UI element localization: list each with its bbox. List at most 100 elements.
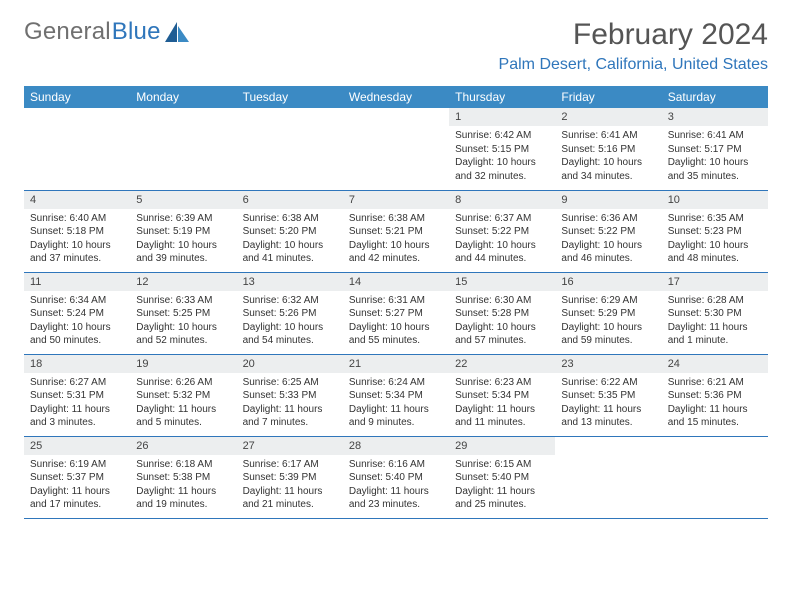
calendar-cell: 18Sunrise: 6:27 AMSunset: 5:31 PMDayligh… [24, 354, 130, 436]
sunrise-line: Sunrise: 6:23 AM [455, 376, 549, 390]
daylight-line2: and 46 minutes. [561, 252, 655, 266]
day-content: Sunrise: 6:41 AMSunset: 5:17 PMDaylight:… [662, 126, 768, 187]
daylight-line1: Daylight: 11 hours [668, 403, 762, 417]
sunrise-line: Sunrise: 6:15 AM [455, 458, 549, 472]
sunset-line: Sunset: 5:33 PM [243, 389, 337, 403]
daylight-line2: and 41 minutes. [243, 252, 337, 266]
daylight-line2: and 39 minutes. [136, 252, 230, 266]
daylight-line2: and 5 minutes. [136, 416, 230, 430]
sunrise-line: Sunrise: 6:38 AM [349, 212, 443, 226]
weekday-header: Wednesday [343, 86, 449, 108]
day-content: Sunrise: 6:36 AMSunset: 5:22 PMDaylight:… [555, 209, 661, 270]
calendar-week-row: 25Sunrise: 6:19 AMSunset: 5:37 PMDayligh… [24, 436, 768, 518]
calendar-cell: 24Sunrise: 6:21 AMSunset: 5:36 PMDayligh… [662, 354, 768, 436]
day-content: Sunrise: 6:22 AMSunset: 5:35 PMDaylight:… [555, 373, 661, 434]
sunrise-line: Sunrise: 6:40 AM [30, 212, 124, 226]
daylight-line1: Daylight: 10 hours [455, 239, 549, 253]
sunset-line: Sunset: 5:29 PM [561, 307, 655, 321]
daylight-line1: Daylight: 11 hours [136, 403, 230, 417]
day-number: 29 [449, 437, 555, 455]
daylight-line2: and 21 minutes. [243, 498, 337, 512]
calendar-cell: 5Sunrise: 6:39 AMSunset: 5:19 PMDaylight… [130, 190, 236, 272]
daylight-line1: Daylight: 10 hours [561, 156, 655, 170]
sunset-line: Sunset: 5:18 PM [30, 225, 124, 239]
day-content: Sunrise: 6:33 AMSunset: 5:25 PMDaylight:… [130, 291, 236, 352]
weekday-header: Tuesday [237, 86, 343, 108]
daylight-line2: and 32 minutes. [455, 170, 549, 184]
sunrise-line: Sunrise: 6:32 AM [243, 294, 337, 308]
calendar-cell: 11Sunrise: 6:34 AMSunset: 5:24 PMDayligh… [24, 272, 130, 354]
calendar-cell: 27Sunrise: 6:17 AMSunset: 5:39 PMDayligh… [237, 436, 343, 518]
day-content: Sunrise: 6:21 AMSunset: 5:36 PMDaylight:… [662, 373, 768, 434]
daylight-line1: Daylight: 11 hours [668, 321, 762, 335]
daylight-line2: and 7 minutes. [243, 416, 337, 430]
calendar-cell: 14Sunrise: 6:31 AMSunset: 5:27 PMDayligh… [343, 272, 449, 354]
daylight-line2: and 35 minutes. [668, 170, 762, 184]
day-content: Sunrise: 6:31 AMSunset: 5:27 PMDaylight:… [343, 291, 449, 352]
calendar-cell [130, 108, 236, 190]
calendar-cell: 25Sunrise: 6:19 AMSunset: 5:37 PMDayligh… [24, 436, 130, 518]
daylight-line1: Daylight: 10 hours [349, 321, 443, 335]
calendar-week-row: 11Sunrise: 6:34 AMSunset: 5:24 PMDayligh… [24, 272, 768, 354]
daylight-line1: Daylight: 10 hours [668, 156, 762, 170]
sunrise-line: Sunrise: 6:36 AM [561, 212, 655, 226]
calendar-table: Sunday Monday Tuesday Wednesday Thursday… [24, 86, 768, 519]
daylight-line1: Daylight: 11 hours [349, 485, 443, 499]
day-number: 15 [449, 273, 555, 291]
daylight-line2: and 59 minutes. [561, 334, 655, 348]
sunset-line: Sunset: 5:21 PM [349, 225, 443, 239]
sunrise-line: Sunrise: 6:33 AM [136, 294, 230, 308]
calendar-week-row: 4Sunrise: 6:40 AMSunset: 5:18 PMDaylight… [24, 190, 768, 272]
day-number: 9 [555, 191, 661, 209]
day-content: Sunrise: 6:16 AMSunset: 5:40 PMDaylight:… [343, 455, 449, 516]
weekday-header: Monday [130, 86, 236, 108]
day-number: 14 [343, 273, 449, 291]
sunrise-line: Sunrise: 6:27 AM [30, 376, 124, 390]
sunset-line: Sunset: 5:37 PM [30, 471, 124, 485]
weekday-header: Friday [555, 86, 661, 108]
day-number: 12 [130, 273, 236, 291]
daylight-line1: Daylight: 11 hours [455, 403, 549, 417]
sunset-line: Sunset: 5:39 PM [243, 471, 337, 485]
sunset-line: Sunset: 5:40 PM [455, 471, 549, 485]
sunset-line: Sunset: 5:26 PM [243, 307, 337, 321]
daylight-line1: Daylight: 10 hours [668, 239, 762, 253]
sunset-line: Sunset: 5:15 PM [455, 143, 549, 157]
calendar-cell: 23Sunrise: 6:22 AMSunset: 5:35 PMDayligh… [555, 354, 661, 436]
calendar-cell [237, 108, 343, 190]
daylight-line2: and 55 minutes. [349, 334, 443, 348]
sunrise-line: Sunrise: 6:18 AM [136, 458, 230, 472]
calendar-cell: 2Sunrise: 6:41 AMSunset: 5:16 PMDaylight… [555, 108, 661, 190]
day-content: Sunrise: 6:29 AMSunset: 5:29 PMDaylight:… [555, 291, 661, 352]
day-number: 27 [237, 437, 343, 455]
daylight-line1: Daylight: 11 hours [243, 403, 337, 417]
calendar-week-row: 18Sunrise: 6:27 AMSunset: 5:31 PMDayligh… [24, 354, 768, 436]
sunset-line: Sunset: 5:28 PM [455, 307, 549, 321]
calendar-cell: 3Sunrise: 6:41 AMSunset: 5:17 PMDaylight… [662, 108, 768, 190]
daylight-line2: and 44 minutes. [455, 252, 549, 266]
day-content: Sunrise: 6:35 AMSunset: 5:23 PMDaylight:… [662, 209, 768, 270]
daylight-line2: and 19 minutes. [136, 498, 230, 512]
sunset-line: Sunset: 5:34 PM [349, 389, 443, 403]
header: General Blue February 2024 Palm Desert, … [24, 18, 768, 80]
day-number: 13 [237, 273, 343, 291]
daylight-line1: Daylight: 10 hours [243, 239, 337, 253]
calendar-cell: 9Sunrise: 6:36 AMSunset: 5:22 PMDaylight… [555, 190, 661, 272]
daylight-line2: and 50 minutes. [30, 334, 124, 348]
day-number: 17 [662, 273, 768, 291]
day-number: 22 [449, 355, 555, 373]
calendar-cell: 28Sunrise: 6:16 AMSunset: 5:40 PMDayligh… [343, 436, 449, 518]
day-content: Sunrise: 6:19 AMSunset: 5:37 PMDaylight:… [24, 455, 130, 516]
day-number: 10 [662, 191, 768, 209]
sunset-line: Sunset: 5:19 PM [136, 225, 230, 239]
logo-word1: General [24, 18, 111, 46]
sunset-line: Sunset: 5:23 PM [668, 225, 762, 239]
calendar-cell [555, 436, 661, 518]
calendar-cell: 10Sunrise: 6:35 AMSunset: 5:23 PMDayligh… [662, 190, 768, 272]
sunrise-line: Sunrise: 6:41 AM [561, 129, 655, 143]
day-content: Sunrise: 6:40 AMSunset: 5:18 PMDaylight:… [24, 209, 130, 270]
day-content: Sunrise: 6:24 AMSunset: 5:34 PMDaylight:… [343, 373, 449, 434]
calendar-cell: 20Sunrise: 6:25 AMSunset: 5:33 PMDayligh… [237, 354, 343, 436]
sunrise-line: Sunrise: 6:26 AM [136, 376, 230, 390]
daylight-line1: Daylight: 10 hours [136, 239, 230, 253]
